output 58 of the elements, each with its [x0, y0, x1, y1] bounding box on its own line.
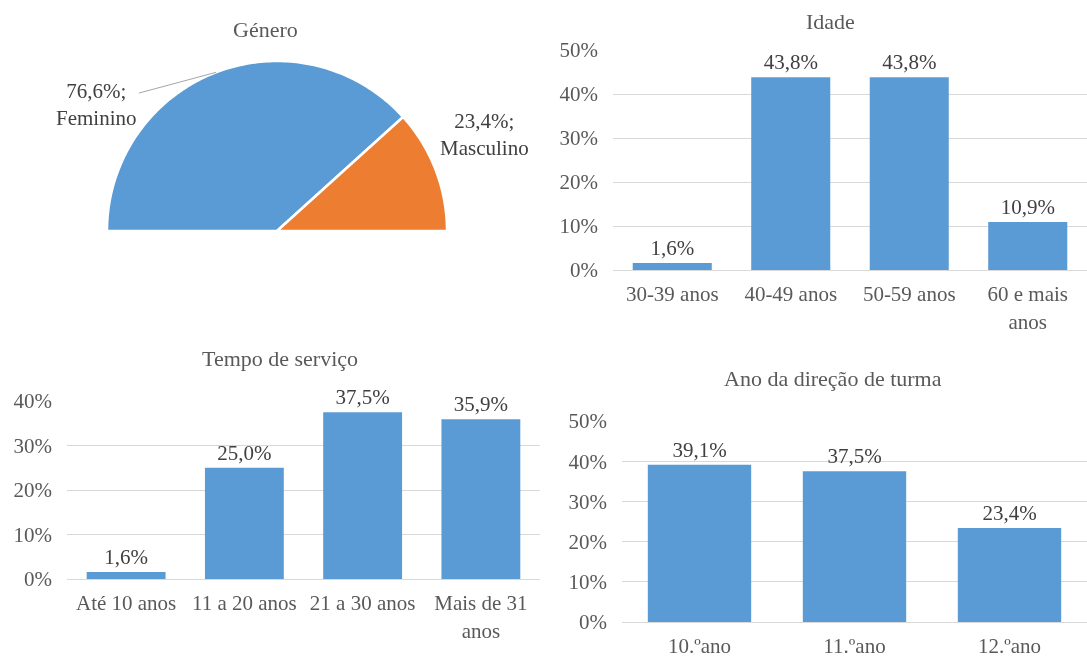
data-label: 43,8%: [882, 50, 937, 75]
data-label: 43,8%: [763, 50, 818, 75]
y-tick-label: 50%: [559, 38, 598, 63]
chart-title: Idade: [806, 9, 855, 34]
x-tick-label: 12.ºano: [977, 634, 1042, 659]
data-label: 25,0%: [217, 440, 272, 465]
bar: [647, 464, 752, 622]
bar: [988, 222, 1068, 270]
x-tick-label: 30-39 anos: [625, 282, 719, 307]
y-tick-label: 30%: [13, 433, 52, 458]
data-label: 10,9%: [1000, 195, 1055, 220]
data-label: 39,1%: [672, 437, 727, 462]
y-tick-label: 20%: [559, 170, 598, 195]
y-tick-label: 0%: [579, 610, 607, 635]
bar: [632, 262, 712, 270]
x-tick-label: 11.ºano: [823, 634, 886, 659]
y-tick-label: 10%: [568, 570, 607, 595]
data-label: 37,5%: [335, 385, 390, 410]
y-tick-label: 40%: [559, 82, 598, 107]
slice-label: Masculino: [440, 136, 529, 161]
bar: [751, 77, 831, 270]
x-tick-label: Mais de 31 anos: [434, 591, 528, 643]
chart-title: Tempo de serviço: [202, 346, 359, 371]
x-tick-label: 21 a 30 anos: [309, 591, 416, 616]
y-tick-label: 30%: [559, 126, 598, 151]
x-tick-label: 40-49 anos: [744, 282, 838, 307]
data-label: 23,4%;: [454, 109, 515, 133]
bar: [957, 527, 1062, 622]
bar: [441, 419, 521, 579]
x-tick-label: 60 e mais anos: [987, 282, 1068, 334]
y-tick-label: 20%: [13, 478, 52, 503]
data-label: 76,6%;: [66, 79, 127, 103]
bar: [869, 77, 949, 270]
y-tick-label: 10%: [13, 522, 52, 547]
y-tick-label: 40%: [568, 449, 607, 474]
bar: [204, 467, 284, 579]
data-label: 1,6%: [104, 544, 148, 569]
slice-label: Feminino: [56, 106, 137, 131]
bar: [86, 571, 166, 579]
x-tick-label: 10.ºano: [667, 634, 732, 659]
x-tick-label: 11 a 20 anos: [191, 591, 297, 616]
y-tick-label: 10%: [559, 214, 598, 239]
y-tick-label: 0%: [24, 567, 52, 592]
chart-title: Ano da direção de turma: [724, 366, 942, 391]
y-tick-label: 0%: [570, 258, 598, 283]
y-tick-label: 40%: [13, 389, 52, 414]
x-tick-label: Até 10 anos: [75, 591, 177, 616]
data-label: 1,6%: [650, 235, 695, 260]
bar: [802, 471, 907, 622]
data-label: 35,9%: [453, 392, 508, 417]
y-tick-label: 20%: [568, 529, 607, 554]
y-tick-label: 50%: [568, 409, 607, 434]
y-tick-label: 30%: [568, 489, 607, 514]
chart-title: Género: [233, 17, 298, 42]
bar: [323, 412, 403, 579]
data-label: 37,5%: [827, 444, 882, 469]
x-tick-label: 50-59 anos: [862, 282, 956, 307]
data-label: 23,4%: [982, 500, 1037, 525]
